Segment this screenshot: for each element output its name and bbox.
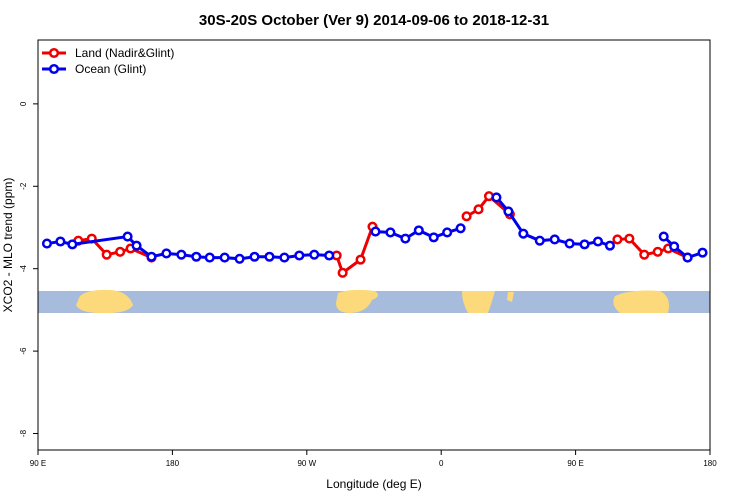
data-point — [428, 232, 439, 243]
x-tick-label: 90 E — [567, 459, 583, 468]
data-point — [41, 238, 53, 249]
data-point — [658, 231, 669, 242]
data-point — [682, 252, 693, 263]
map-strip — [38, 289, 710, 314]
x-tick-label: 180 — [166, 459, 180, 468]
x-tick-label: 0 — [439, 459, 444, 468]
data-point — [249, 251, 260, 262]
data-point — [461, 211, 472, 222]
land-patch — [462, 291, 495, 313]
data-point — [55, 236, 66, 247]
land-patch — [613, 290, 669, 313]
data-point — [279, 252, 290, 263]
data-point — [309, 249, 320, 260]
data-point — [122, 231, 133, 242]
data-point — [624, 233, 635, 244]
chart-title: 30S-20S October (Ver 9) 2014-09-06 to 20… — [199, 12, 549, 29]
y-tick-label: -6 — [19, 347, 28, 355]
data-point — [204, 252, 215, 263]
land-patch — [76, 289, 133, 314]
data-point — [294, 250, 305, 261]
data-point — [503, 206, 514, 217]
y-tick-label: -4 — [19, 265, 28, 273]
legend-label: Ocean (Glint) — [75, 62, 146, 76]
land-patch — [336, 289, 378, 313]
x-tick-label: 90 W — [297, 459, 316, 468]
ocean-strip — [38, 291, 710, 313]
y-tick-label: 0 — [19, 101, 28, 106]
data-point — [161, 248, 172, 259]
land-patch — [507, 292, 514, 302]
data-point — [370, 226, 381, 237]
x-tick-label: 90 E — [30, 459, 46, 468]
x-axis-label: Longitude (deg E) — [326, 477, 421, 491]
data-point — [176, 249, 187, 260]
data-point — [442, 227, 453, 238]
data-point — [612, 234, 623, 245]
plot-frame — [37, 39, 711, 451]
data-point — [67, 239, 78, 250]
data-point — [324, 250, 335, 261]
legend-marker — [48, 47, 60, 59]
data-point — [385, 227, 396, 238]
data-point — [146, 251, 157, 262]
data-point — [518, 228, 529, 239]
data-point — [337, 267, 348, 278]
data-point — [652, 246, 663, 257]
data-point — [413, 225, 424, 236]
y-tick-label: -8 — [19, 429, 28, 437]
data-point — [191, 251, 202, 262]
data-point — [697, 247, 708, 258]
data-point — [579, 239, 590, 250]
x-tick-label: 180 — [703, 459, 717, 468]
data-point — [491, 192, 502, 203]
data-point — [604, 240, 615, 251]
data-point — [115, 246, 126, 257]
legend-label: Land (Nadir&Glint) — [75, 46, 174, 60]
data-point — [639, 249, 650, 260]
data-point — [400, 233, 411, 244]
data-point — [534, 235, 545, 246]
data-point — [564, 238, 575, 249]
y-tick-label: -2 — [19, 182, 28, 190]
data-point — [101, 249, 112, 260]
data-point — [669, 241, 680, 252]
data-point — [549, 234, 560, 245]
series-line — [78, 194, 689, 276]
data-point — [592, 236, 604, 247]
data-point — [455, 223, 466, 234]
data-point — [264, 251, 275, 262]
y-axis-label: XCO2 - MLO trend (ppm) — [1, 178, 15, 313]
data-point — [473, 204, 484, 215]
legend-marker — [48, 63, 60, 75]
data-point — [234, 253, 245, 264]
data-point — [131, 240, 142, 251]
data-point — [355, 254, 366, 265]
data-point — [219, 252, 230, 263]
